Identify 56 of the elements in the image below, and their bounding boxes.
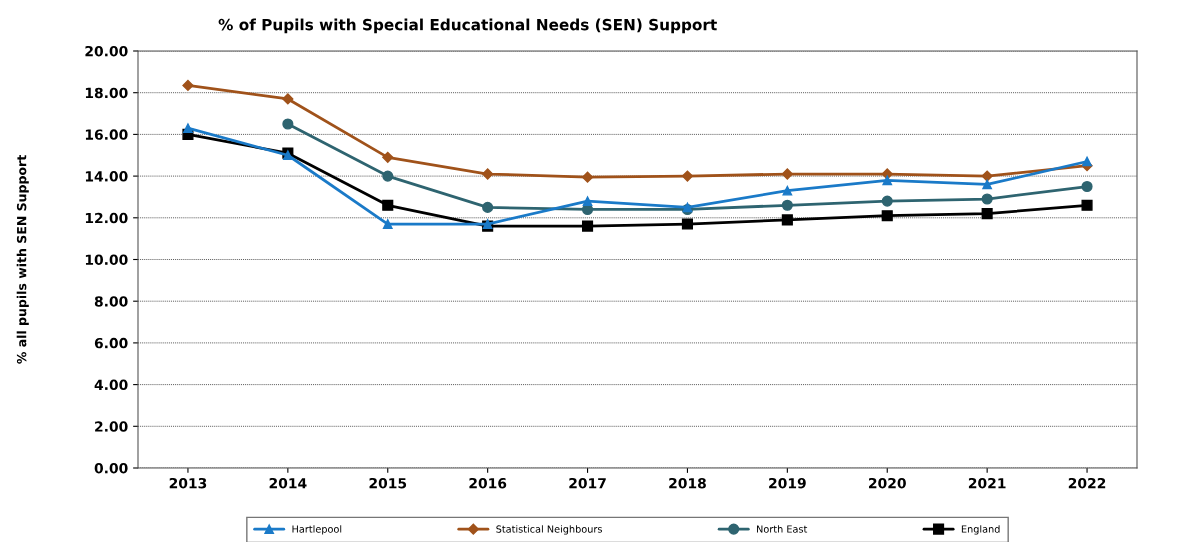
y-tick-label: 8.00 [94, 296, 128, 307]
y-tick-label: 0.00 [94, 462, 128, 474]
x-tick-label: 2016 [469, 477, 507, 489]
point [781, 199, 793, 211]
y-tick-label: 16.00 [85, 129, 128, 140]
x-tick-label: 2020 [869, 477, 906, 489]
point [581, 220, 594, 232]
point [1081, 199, 1093, 211]
y-tick-label: 10.00 [85, 254, 128, 265]
point [581, 171, 594, 183]
point [881, 210, 893, 222]
x-tick-label: 2018 [669, 477, 706, 489]
point [182, 79, 194, 92]
point [681, 170, 694, 182]
point [183, 123, 193, 134]
point [981, 170, 993, 182]
x-tick-label: 2017 [569, 477, 606, 489]
chart-title: % of Pupils with Special Educational Needs (SEN) Support [218, 18, 717, 34]
point [781, 214, 793, 226]
point [981, 193, 993, 205]
point [382, 170, 394, 182]
y-tick-label: 2.00 [95, 421, 128, 432]
legend-label: Hartlepool [292, 525, 342, 535]
point [282, 118, 294, 130]
legend-label: North East [757, 525, 808, 533]
x-tick-label: 2013 [169, 477, 207, 489]
point [781, 168, 793, 180]
y-tick-label: 6.00 [94, 337, 128, 349]
point [782, 185, 793, 196]
x-tick-label: 2022 [1068, 477, 1106, 489]
point [382, 199, 394, 211]
point [882, 175, 893, 186]
y-tick-label: 14.00 [85, 171, 128, 182]
point [382, 219, 393, 229]
x-tick-label: 2014 [269, 477, 307, 489]
point [382, 151, 394, 163]
x-tick-label: 2015 [369, 477, 407, 489]
point [1082, 156, 1092, 167]
point [681, 218, 694, 230]
point [582, 196, 593, 206]
y-tick-label: 20.00 [85, 45, 128, 57]
legend-label: Statistical Neighbours [496, 525, 602, 535]
point [1081, 180, 1093, 193]
point [881, 195, 893, 207]
y-axis-title: % all pupils with SEN Support [16, 155, 29, 364]
y-tick-label: 4.00 [94, 379, 128, 391]
y-tick-label: 12.00 [85, 212, 128, 224]
x-tick-label: 2021 [968, 477, 1006, 489]
legend-label: England [961, 525, 1000, 535]
point [482, 168, 494, 180]
point [981, 208, 993, 220]
point [982, 179, 993, 190]
x-tick-label: 2019 [769, 477, 806, 489]
point [482, 201, 494, 213]
y-tick-label: 18.00 [85, 87, 128, 99]
point [282, 93, 294, 105]
